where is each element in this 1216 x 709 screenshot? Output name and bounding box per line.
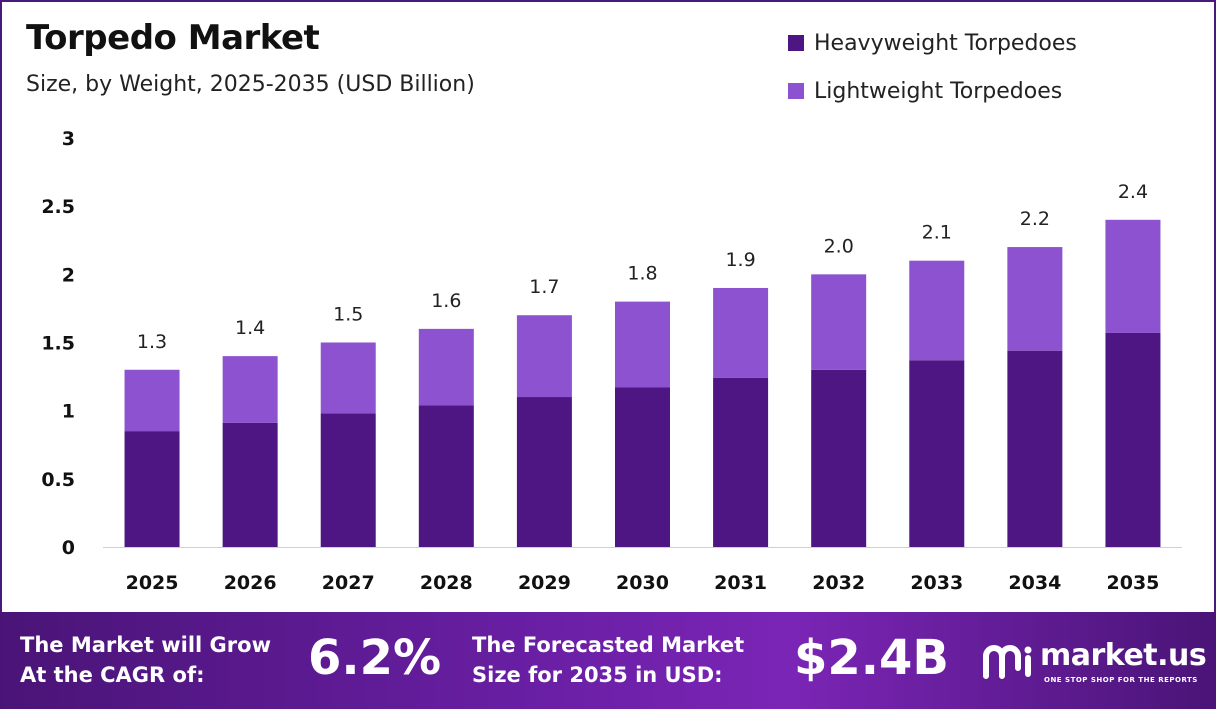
bar-heavyweight [222, 422, 278, 547]
market-us-logo: market.us ONE STOP SHOP FOR THE REPORTS [982, 638, 1207, 690]
bar-lightweight [124, 369, 180, 432]
x-tick-label: 2029 [518, 572, 571, 594]
chart-plot: 0 0.5 1 1.5 2 2.5 3 1.3 2025 1.4 2026 1.5 2027 1.6 202… [41, 128, 1182, 594]
x-tick-label: 2032 [812, 572, 865, 594]
footer-banner: The Market will Grow At the CAGR of: 6.2… [0, 612, 1216, 709]
bar-total-label: 1.5 [333, 304, 363, 326]
bar-heavyweight [1007, 350, 1063, 547]
bar-total-label: 2.1 [922, 222, 952, 244]
brand-name: market.us [1040, 638, 1207, 673]
bar-heavyweight [418, 405, 474, 547]
legend-label-heavyweight: Heavyweight Torpedoes [814, 30, 1077, 56]
chart-title: Torpedo Market [26, 18, 320, 58]
x-tick-label: 2027 [322, 572, 375, 594]
x-tick-label: 2028 [420, 572, 473, 594]
forecast-label-line1: The Forecasted Market [472, 633, 745, 657]
bar-lightweight [320, 342, 376, 414]
bar-lightweight [418, 328, 474, 406]
y-tick-label: 0.5 [41, 469, 75, 491]
bar-total-label: 1.6 [431, 290, 461, 312]
chart-frame: 0 0.5 1 1.5 2 2.5 3 1.3 2025 1.4 2026 1.5 2027 1.6 202… [0, 0, 1216, 614]
bar-heavyweight [713, 377, 769, 547]
bar-lightweight [1007, 247, 1063, 351]
bar-lightweight [516, 315, 572, 398]
bar-total-label: 2.4 [1118, 181, 1148, 203]
legend-item-lightweight: Lightweight Torpedoes [788, 76, 1077, 106]
x-tick-label: 2030 [616, 572, 669, 594]
bar-total-label: 1.3 [137, 331, 167, 353]
y-tick-label: 1 [62, 401, 75, 423]
bar-lightweight [615, 301, 670, 388]
legend: Heavyweight Torpedoes Lightweight Torped… [788, 28, 1077, 124]
forecast-value: $2.4B [794, 630, 950, 686]
x-tick-label: 2035 [1107, 572, 1160, 594]
bar-total-label: 1.7 [529, 276, 559, 298]
bar-lightweight [811, 274, 867, 370]
x-tick-label: 2025 [126, 572, 179, 594]
legend-item-heavyweight: Heavyweight Torpedoes [788, 28, 1077, 58]
bar-total-label: 2.2 [1020, 208, 1050, 230]
bar-lightweight [1105, 219, 1161, 333]
y-tick-label: 2.5 [41, 196, 75, 218]
chart-subtitle: Size, by Weight, 2025-2035 (USD Billion) [26, 72, 475, 97]
bar-lightweight [222, 356, 278, 423]
bar-heavyweight [615, 387, 670, 547]
bar-heavyweight [320, 413, 376, 547]
bar-total-label: 1.8 [627, 263, 657, 285]
bar-heavyweight [516, 397, 572, 547]
x-tick-label: 2031 [714, 572, 767, 594]
bar-heavyweight [811, 369, 867, 547]
y-tick-label: 0 [62, 537, 75, 559]
legend-swatch-lightweight [788, 83, 804, 99]
legend-label-lightweight: Lightweight Torpedoes [814, 78, 1063, 104]
bar-heavyweight [909, 360, 965, 547]
bar-lightweight [713, 287, 769, 378]
x-tick-label: 2034 [1008, 572, 1061, 594]
cagr-label-line2: At the CAGR of: [20, 663, 205, 687]
bar-total-label: 1.9 [725, 249, 755, 271]
y-tick-label: 3 [62, 128, 75, 150]
bar-lightweight [909, 260, 965, 361]
brand-tagline: ONE STOP SHOP FOR THE REPORTS [1044, 676, 1198, 684]
cagr-value: 6.2% [308, 630, 442, 686]
forecast-label-line2: Size for 2035 in USD: [472, 663, 723, 687]
x-tick-label: 2026 [224, 572, 277, 594]
y-tick-label: 2 [62, 264, 75, 286]
cagr-label-line1: The Market will Grow [20, 633, 271, 657]
market-us-logo-icon [983, 645, 1032, 679]
legend-swatch-heavyweight [788, 35, 804, 51]
bar-total-label: 1.4 [235, 317, 265, 339]
y-tick-label: 1.5 [41, 333, 75, 355]
bar-total-label: 2.0 [824, 235, 854, 257]
bar-heavyweight [1105, 332, 1161, 547]
bar-heavyweight [124, 431, 180, 547]
x-tick-label: 2033 [910, 572, 963, 594]
